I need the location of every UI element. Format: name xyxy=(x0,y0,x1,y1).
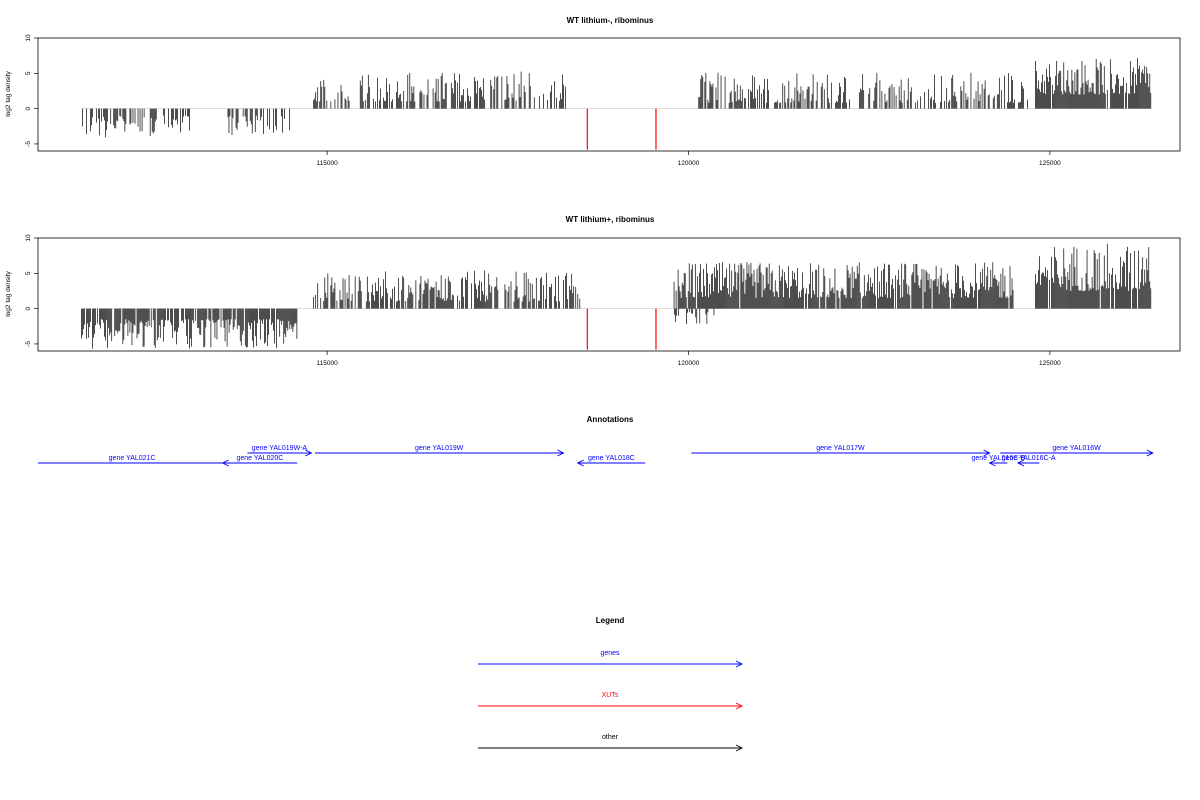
arrow-right-icon xyxy=(305,449,313,457)
gene-label: gene YAL019W-A xyxy=(252,445,308,452)
panel-1-ylabel: log2 tag density xyxy=(5,70,12,116)
panel-1-frame xyxy=(37,37,1181,152)
arrow-right-icon xyxy=(735,660,744,668)
x-tick-label: 115000 xyxy=(317,160,339,167)
panel-1-y-axis: -5 0 5 10 xyxy=(25,34,38,147)
gene-annotation: gene YAL018C xyxy=(576,455,646,467)
annotations-track: Annotations gene YAL021C gene YAL020Cgene… xyxy=(38,415,1154,467)
gene-annotation: gene YAL017W xyxy=(691,445,991,457)
panel-1-density-bars xyxy=(81,57,1152,138)
gene-label: gene YAL021C xyxy=(109,455,156,462)
gene-annotation: gene YAL021C xyxy=(38,455,227,464)
panel-2-ylabel: log2 tag density xyxy=(5,270,12,316)
arrow-right-icon xyxy=(983,449,991,457)
gene-annotation: gene YAL016C-A xyxy=(1002,455,1056,467)
gene-annotations: gene YAL021C gene YAL020C gene YAL019W-A ge… xyxy=(38,445,1154,467)
y-tick-label: 10 xyxy=(25,34,32,42)
legend-label: other xyxy=(602,734,619,741)
legend: Legend genes XUTs other xyxy=(478,616,744,752)
gene-label: gene YAL016C-A xyxy=(1002,455,1056,462)
annotations-title: Annotations xyxy=(587,415,634,424)
y-tick-label: 5 xyxy=(25,71,32,75)
gene-annotation: gene YAL020C xyxy=(221,455,298,467)
x-tick-label: 120000 xyxy=(678,360,700,367)
x-tick-label: 125000 xyxy=(1039,160,1061,167)
legend-label: XUTs xyxy=(602,692,619,699)
y-tick-label: -5 xyxy=(25,341,32,347)
panel-2-xut-markers xyxy=(586,308,657,350)
gene-label: gene YAL016C-B xyxy=(972,455,1026,462)
panel-1-title: WT lithium-, ribominus xyxy=(567,16,654,25)
gene-label: gene YAL018C xyxy=(588,455,635,462)
x-tick-label: 120000 xyxy=(678,160,700,167)
y-tick-label: 0 xyxy=(25,106,32,110)
y-tick-label: 0 xyxy=(25,306,32,310)
arrow-right-icon xyxy=(735,744,744,752)
panel-2-title: WT lithium+, ribominus xyxy=(566,215,655,224)
panel-2-y-axis: -5 0 5 10 xyxy=(25,234,38,347)
legend-item: genes xyxy=(478,650,744,668)
gene-annotation: gene YAL016W xyxy=(1000,445,1154,457)
arrow-left-icon xyxy=(576,459,584,467)
legend-item: other xyxy=(478,734,744,752)
y-tick-label: 5 xyxy=(25,271,32,275)
gene-label: gene YAL020C xyxy=(236,455,283,462)
gene-annotation: gene YAL016C-B xyxy=(972,455,1026,467)
panel-1-xut-markers xyxy=(586,108,657,150)
arrow-left-icon xyxy=(988,459,996,467)
x-tick-label: 125000 xyxy=(1039,360,1061,367)
track-panel-1: WT lithium-, ribominus log2 tag density … xyxy=(5,16,1181,167)
x-tick-label: 115000 xyxy=(317,360,339,367)
gene-annotation: gene YAL019W xyxy=(314,445,565,457)
arrow-right-icon xyxy=(557,449,565,457)
track-panel-2: WT lithium+, ribominus log2 tag density … xyxy=(5,215,1181,367)
legend-item: XUTs xyxy=(478,692,744,710)
gene-label: gene YAL016W xyxy=(1052,445,1101,452)
arrow-left-icon xyxy=(1016,459,1025,467)
arrow-right-icon xyxy=(1146,449,1154,457)
panel-2-x-axis: 115000 120000 125000 xyxy=(317,351,1061,367)
legend-label: genes xyxy=(600,650,620,657)
panel-1-x-axis: 115000 120000 125000 xyxy=(317,151,1061,167)
legend-items: genes XUTs other xyxy=(478,650,744,752)
panel-2-frame xyxy=(37,237,1181,352)
arrow-right-icon xyxy=(735,702,744,710)
arrow-left-icon xyxy=(221,459,229,467)
gene-label: gene YAL017W xyxy=(816,445,865,452)
gene-label: gene YAL019W xyxy=(415,445,464,452)
y-tick-label: -5 xyxy=(25,141,32,147)
panel-2-density-bars xyxy=(81,243,1152,349)
y-tick-label: 10 xyxy=(25,234,32,242)
legend-title: Legend xyxy=(596,616,625,625)
gene-annotation: gene YAL019W-A xyxy=(247,445,313,457)
